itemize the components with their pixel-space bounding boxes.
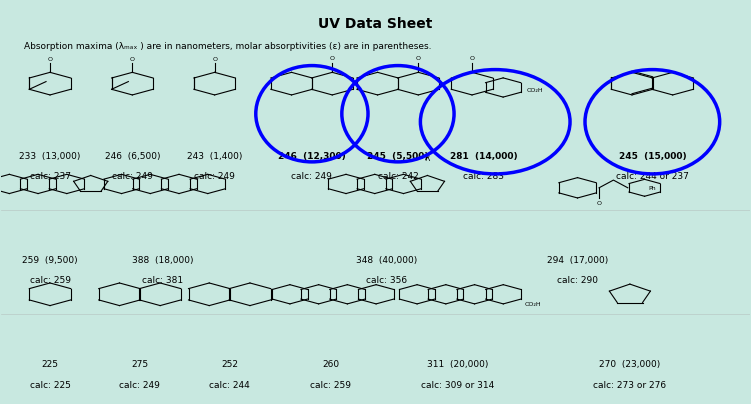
Text: 243  (1,400): 243 (1,400) — [187, 152, 243, 161]
Text: O: O — [130, 57, 135, 62]
Text: calc: 249: calc: 249 — [112, 172, 152, 181]
Text: O: O — [47, 57, 53, 62]
Text: UV Data Sheet: UV Data Sheet — [318, 17, 433, 32]
Text: calc: 237: calc: 237 — [29, 172, 71, 181]
Text: calc: 356: calc: 356 — [366, 276, 407, 285]
Text: calc: 242: calc: 242 — [378, 172, 418, 181]
Text: 259  (9,500): 259 (9,500) — [23, 256, 78, 265]
Text: 246  (6,500): 246 (6,500) — [104, 152, 160, 161]
Text: calc: 381: calc: 381 — [142, 276, 182, 285]
Text: Absorption maxima (λₘₐₓ ) are in nanometers, molar absorptivities (ε) are in par: Absorption maxima (λₘₐₓ ) are in nanomet… — [24, 42, 431, 50]
Text: calc: 225: calc: 225 — [29, 381, 71, 389]
Text: calc: 249: calc: 249 — [195, 172, 235, 181]
Text: 252: 252 — [221, 360, 238, 370]
Text: calc: 259: calc: 259 — [29, 276, 71, 285]
Text: 260: 260 — [322, 360, 339, 370]
Text: O: O — [330, 57, 335, 61]
Text: CO₂H: CO₂H — [527, 88, 544, 93]
Text: calc: 273 or 276: calc: 273 or 276 — [593, 381, 666, 389]
Text: 281  (14,000): 281 (14,000) — [450, 152, 517, 161]
Text: calc: 290: calc: 290 — [557, 276, 598, 285]
Text: O: O — [212, 57, 217, 62]
Text: calc: 249: calc: 249 — [291, 172, 333, 181]
Text: calc: 283: calc: 283 — [463, 172, 505, 181]
Text: calc: 244: calc: 244 — [210, 381, 250, 389]
Text: calc: 259: calc: 259 — [310, 381, 351, 389]
Text: 225: 225 — [41, 360, 59, 370]
Text: 233  (13,000): 233 (13,000) — [20, 152, 80, 161]
Text: 246  (12,300): 246 (12,300) — [278, 152, 345, 161]
Text: calc: 309 or 314: calc: 309 or 314 — [421, 381, 494, 389]
Text: O: O — [416, 57, 421, 61]
Text: 348  (40,000): 348 (40,000) — [356, 256, 418, 265]
Text: O: O — [596, 201, 602, 206]
Text: 275: 275 — [131, 360, 149, 370]
Text: calc: 244 or 237: calc: 244 or 237 — [616, 172, 689, 181]
Text: calc: 249: calc: 249 — [119, 381, 160, 389]
Text: 270  (23,000): 270 (23,000) — [599, 360, 661, 370]
Text: 311  (20,000): 311 (20,000) — [427, 360, 488, 370]
Text: 245  (15,000): 245 (15,000) — [619, 152, 686, 161]
Text: Ph: Ph — [648, 186, 656, 191]
Text: 294  (17,000): 294 (17,000) — [547, 256, 608, 265]
Text: 388  (18,000): 388 (18,000) — [131, 256, 193, 265]
Text: 245  (5,500): 245 (5,500) — [367, 152, 429, 161]
Text: O: O — [469, 57, 475, 61]
Text: CO₂H: CO₂H — [525, 302, 541, 307]
Text: R: R — [425, 154, 430, 163]
